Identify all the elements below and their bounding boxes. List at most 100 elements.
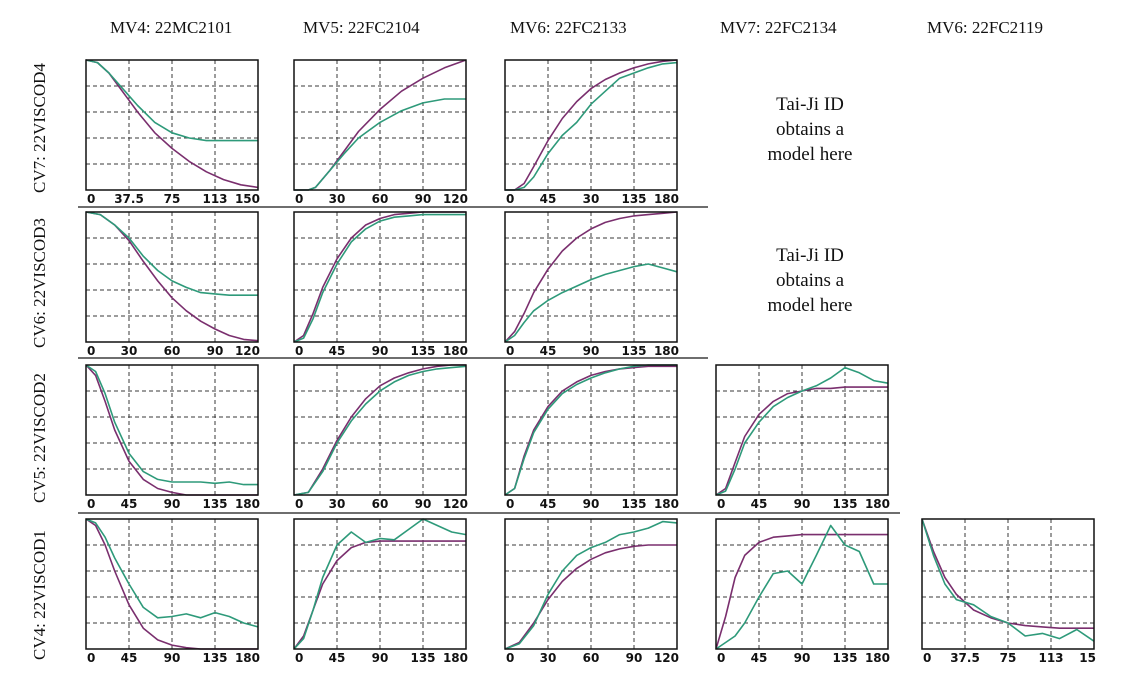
x-tick-label: 90 [164,497,181,511]
chart-panel: 0 45 90 135 180 [85,364,260,511]
model-response-line [715,386,888,496]
row-separator [78,357,708,359]
measured-response-line [293,213,466,343]
x-tick-label: 60 [583,651,600,665]
x-tick-label: 60 [372,497,389,511]
measured-response-line [504,263,678,343]
model-response-line [504,211,678,343]
model-response-line [504,365,677,496]
tai-ji-note-cv6: Tai-Ji ID obtains a model here [735,243,885,318]
x-tick-label: 135 [832,497,857,511]
x-tick-label: 90 [626,651,643,665]
x-tick-label: 180 [654,344,679,358]
measured-response-line [85,59,258,142]
note-line: Tai-Ji ID [776,94,844,115]
x-tick-label: 0 [506,497,514,511]
x-tick-label: 45 [329,651,346,665]
x-tick-label: 37.5 [114,192,144,206]
x-tick-label: 45 [121,651,138,665]
chart-panel: 0 45 90 135 180 [85,518,260,665]
x-tick-label: 75 [164,192,181,206]
measured-response-line [85,518,259,628]
plot-frame [293,59,467,191]
plot-frame [293,364,467,496]
x-tick-label: 90 [415,497,432,511]
chart-panel: 0 45 90 135 180 [715,364,890,511]
measured-response-line [921,518,1095,642]
x-tick-label: 180 [443,344,468,358]
chart-panel: 0 45 90 135 180 [504,364,679,511]
plot-frame [504,364,678,496]
measured-response-line [505,61,678,191]
x-tick-label: 0 [295,651,303,665]
x-tick-label: 90 [372,344,389,358]
x-tick-label: 15 [1079,651,1096,665]
x-tick-label: 0 [506,651,514,665]
x-tick-label: 180 [654,192,679,206]
x-tick-label: 45 [121,497,138,511]
x-tick-label: 120 [443,497,468,511]
x-tick-label: 30 [540,651,557,665]
model-response-line [715,533,888,650]
x-tick-label: 0 [295,344,303,358]
chart-panel: 0 30 60 90 120 [293,59,468,206]
note-line: Tai-Ji ID [776,245,844,266]
x-tick-label: 113 [1038,651,1063,665]
x-tick-label: 45 [751,497,768,511]
x-tick-label: 180 [443,651,468,665]
chart-panel: 0 37.5 75 113 15 [921,518,1096,665]
x-tick-label: 180 [865,497,890,511]
note-line: model here [767,144,853,165]
plot-frame [293,518,467,650]
x-tick-label: 180 [654,497,679,511]
x-tick-label: 0 [717,497,725,511]
tai-ji-note-cv7: Tai-Ji ID obtains a model here [735,92,885,167]
x-tick-label: 90 [583,344,600,358]
x-tick-label: 90 [164,651,181,665]
chart-panel: 0 37.5 75 113 150 [85,59,260,206]
chart-panel: 0 45 90 135 180 [504,211,679,358]
x-tick-label: 30 [329,192,346,206]
measured-response-line [85,211,258,297]
model-response-line [505,59,678,191]
measured-response-line [294,98,466,191]
x-tick-label: 150 [235,192,260,206]
measured-response-line [85,364,258,486]
model-response-line [504,544,677,650]
x-tick-label: 90 [207,344,224,358]
note-line: obtains a [775,119,845,140]
column-header-mv4: MV4: 22MC2101 [110,18,233,37]
x-tick-label: 0 [87,651,95,665]
x-tick-label: 135 [202,497,227,511]
column-header-mv6: MV6: 22FC2133 [510,18,627,37]
x-tick-label: 135 [410,651,435,665]
x-tick-label: 60 [164,344,181,358]
model-response-line [293,364,466,496]
chart-panel: 0 30 60 90 120 [85,211,260,358]
x-tick-label: 45 [540,344,557,358]
plot-frame [715,364,889,496]
x-tick-label: 45 [540,192,557,206]
x-tick-label: 90 [794,497,811,511]
x-tick-label: 0 [87,497,95,511]
measured-response-line [504,520,678,650]
x-tick-label: 135 [202,651,227,665]
x-tick-label: 90 [583,497,600,511]
x-tick-label: 0 [717,651,725,665]
row-separator [78,206,708,208]
plot-frame [504,59,678,191]
plot-frame [921,518,1095,650]
x-tick-label: 75 [1000,651,1017,665]
plot-frame [85,364,259,496]
x-tick-label: 0 [295,192,303,206]
x-tick-label: 113 [202,192,227,206]
x-tick-label: 135 [621,344,646,358]
x-tick-label: 135 [410,344,435,358]
chart-panel: 0 30 60 90 120 [293,364,468,511]
measured-response-line [715,524,888,650]
x-tick-label: 0 [923,651,931,665]
plot-frame [293,211,467,343]
chart-panel: 0 30 60 90 120 [504,518,679,665]
x-tick-label: 0 [506,344,514,358]
